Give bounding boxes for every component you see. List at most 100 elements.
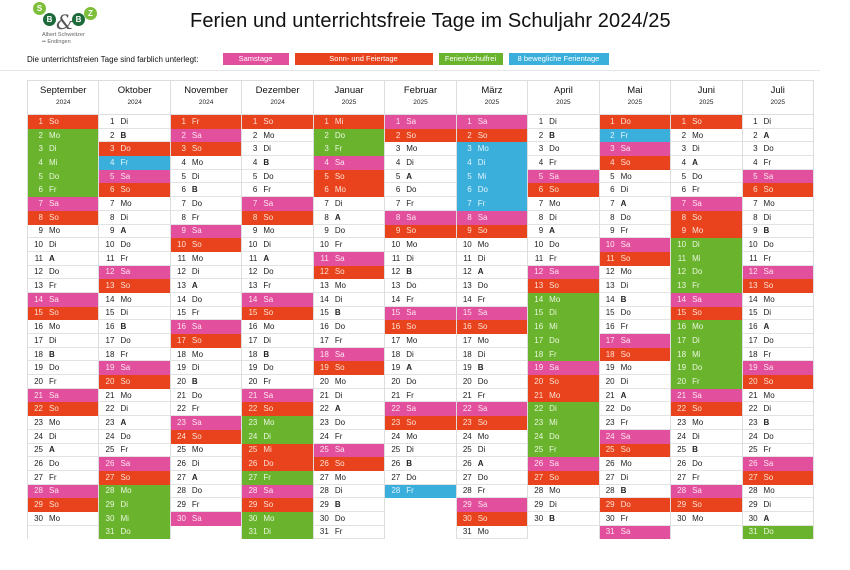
weekday-label: Fr xyxy=(334,144,343,154)
day-number: 23 xyxy=(748,417,758,427)
day-number: 16 xyxy=(319,322,329,332)
day-cell: 27 So xyxy=(99,470,170,485)
weekday-label: Mo xyxy=(49,130,61,140)
day-number: 13 xyxy=(748,281,758,291)
weekday-label: Sa xyxy=(763,459,774,469)
day-number: 19 xyxy=(34,363,43,373)
day-number: 25 xyxy=(248,445,258,455)
day-number: 13 xyxy=(462,281,472,291)
day-cell: 9 Mo xyxy=(242,224,313,239)
day-number: 3 xyxy=(252,144,258,154)
weekday-label: Fr xyxy=(406,198,414,208)
day-cell: 20 B xyxy=(170,375,242,389)
day-cell: 5 Sa xyxy=(99,169,170,184)
weekday-label: Fr xyxy=(120,157,129,167)
day-number: 24 xyxy=(34,431,43,441)
day-cell: 6 So xyxy=(742,183,813,198)
weekday-label: Do xyxy=(620,212,631,222)
weekday-label: So xyxy=(620,253,631,263)
day-cell: 2 Fr xyxy=(599,128,671,143)
month-name: Juni xyxy=(697,85,716,96)
weekday-label: Mo xyxy=(263,513,275,523)
day-number: 7 xyxy=(467,198,472,208)
day-cell: 10 Di xyxy=(671,238,742,252)
day-cell: 28 B xyxy=(599,484,671,499)
weekday-label: So xyxy=(763,281,774,291)
weekday-label: Mo xyxy=(120,390,132,400)
day-cell: 16 Sa xyxy=(170,320,242,334)
weekday-label: Mo xyxy=(620,267,632,277)
day-number: 15 xyxy=(248,308,258,318)
day-cell: 9 Do xyxy=(313,224,385,239)
day-cell: 16 A xyxy=(742,320,813,334)
weekday-label: Mi xyxy=(692,349,701,359)
day-cell: 24 Do xyxy=(742,429,813,444)
day-number: 17 xyxy=(534,335,544,345)
day-cell: 16 So xyxy=(385,320,456,334)
weekday-label: Do xyxy=(763,527,774,537)
weekday-label: Do xyxy=(406,376,417,386)
day-number: 22 xyxy=(605,404,615,414)
day-cell: 15 B xyxy=(313,306,385,321)
weekday-label: Di xyxy=(263,240,271,250)
day-number: 28 xyxy=(319,486,329,496)
day-number: 1 xyxy=(38,116,43,126)
day-number: 29 xyxy=(462,500,472,510)
day-number: 7 xyxy=(110,198,115,208)
day-cell: 25 Fr xyxy=(742,443,813,458)
day-cell: 18 B xyxy=(28,347,99,362)
day-number: 19 xyxy=(605,363,615,373)
day-cell: 1 Di xyxy=(528,115,599,129)
weekday-label: So xyxy=(120,185,131,195)
weekday-label: Di xyxy=(692,431,700,441)
day-number: 26 xyxy=(105,459,115,469)
weekday-label: Di xyxy=(549,212,557,222)
day-number: 18 xyxy=(605,349,615,359)
day-number: 25 xyxy=(605,445,615,455)
day-number: 15 xyxy=(391,308,401,318)
month-year: 2024 xyxy=(55,99,71,106)
month-year: 2025 xyxy=(341,99,357,106)
day-cell: 6 Do xyxy=(456,183,528,198)
day-cell: 1 Fr xyxy=(170,115,242,129)
day-cell: 21 Sa xyxy=(28,388,99,403)
weekday-label: So xyxy=(191,431,202,441)
weekday-label: Fr xyxy=(477,198,486,208)
day-cell: 30 B xyxy=(528,511,599,526)
day-cell: 18 Fr xyxy=(742,347,813,362)
day-cell: 28 Mo xyxy=(742,484,813,499)
day-number: 10 xyxy=(462,240,472,250)
day-number: 3 xyxy=(681,144,687,154)
day-number: 16 xyxy=(391,322,401,332)
day-cell: 27 Fr xyxy=(28,470,99,485)
day-cell: 31 Do xyxy=(99,525,170,540)
weekday-label: Sa xyxy=(620,527,631,537)
weekday-label: Di xyxy=(49,240,57,250)
day-number: 8 xyxy=(538,212,544,222)
weekday-label: Mo xyxy=(692,130,704,140)
day-number: 29 xyxy=(534,500,544,510)
day-cell: 28 Sa xyxy=(671,484,742,499)
day-cell: 13 So xyxy=(742,279,813,293)
day-number: 6 xyxy=(753,185,758,195)
day-number: 24 xyxy=(534,431,544,441)
day-number: 2 xyxy=(538,130,544,140)
day-cell: 18 Mi xyxy=(671,347,742,362)
weekday-label: Mo xyxy=(263,130,275,140)
day-number: 15 xyxy=(34,308,43,318)
weekday-label: Fr xyxy=(692,281,700,291)
day-number: 14 xyxy=(748,294,758,304)
day-number: 15 xyxy=(177,308,186,318)
day-cell: 1 Di xyxy=(742,115,813,129)
day-cell: 29 Di xyxy=(528,498,599,512)
day-number: 16 xyxy=(534,322,544,332)
day-cell: 22 A xyxy=(313,402,385,417)
weekday-label: Di xyxy=(263,144,271,154)
day-number: 23 xyxy=(534,417,544,427)
day-number: 27 xyxy=(605,472,615,482)
day-cell: 13 Do xyxy=(385,279,456,293)
day-cell: 30 Fr xyxy=(599,511,671,526)
day-cell: 22 Di xyxy=(742,402,813,417)
weekday-label: B xyxy=(191,376,198,386)
